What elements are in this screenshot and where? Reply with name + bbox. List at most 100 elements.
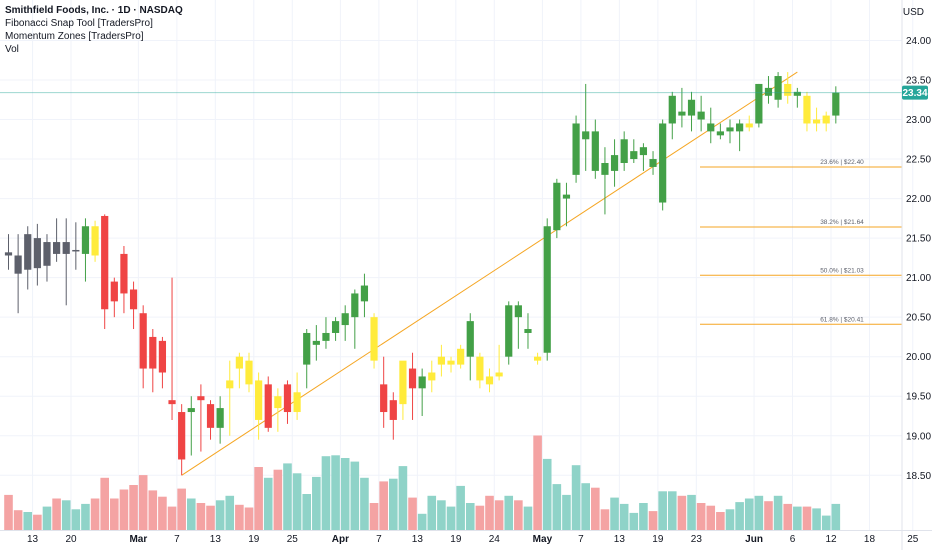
candle-body[interactable]: [389, 400, 397, 420]
candle-body[interactable]: [774, 76, 782, 100]
candle-body[interactable]: [591, 131, 599, 171]
candle-body[interactable]: [601, 163, 609, 175]
candle-body[interactable]: [755, 83, 763, 124]
candle-body[interactable]: [24, 234, 32, 270]
indicator-volume[interactable]: Vol: [5, 44, 19, 55]
candle-body[interactable]: [91, 226, 99, 256]
candle-body[interactable]: [639, 147, 648, 156]
candle-body[interactable]: [822, 115, 830, 124]
candle-body[interactable]: [53, 242, 61, 254]
indicator-fibonacci[interactable]: Fibonacci Snap Tool [TradersPro]: [5, 18, 153, 29]
candle-body[interactable]: [476, 356, 484, 381]
candle-body[interactable]: [312, 340, 320, 345]
candle-body[interactable]: [553, 182, 561, 231]
candle-body[interactable]: [697, 111, 705, 120]
candle-body[interactable]: [610, 155, 619, 171]
candle-body[interactable]: [120, 253, 128, 294]
candle-body[interactable]: [562, 194, 571, 199]
candle-body[interactable]: [264, 384, 272, 428]
candle-body[interactable]: [331, 321, 340, 333]
candle-body[interactable]: [524, 329, 532, 333]
candle-body[interactable]: [495, 372, 503, 377]
candle-body[interactable]: [187, 408, 195, 413]
candle-body[interactable]: [784, 83, 792, 96]
volume-bar: [61, 500, 71, 530]
candle-body[interactable]: [726, 127, 734, 132]
candle-body[interactable]: [197, 396, 205, 401]
candle-body[interactable]: [14, 255, 22, 274]
volume-bar: [177, 488, 186, 530]
candle-body[interactable]: [447, 360, 455, 365]
candle-body[interactable]: [139, 313, 147, 369]
candle-body[interactable]: [226, 380, 234, 389]
candle-body[interactable]: [245, 360, 253, 385]
candle-body[interactable]: [149, 336, 157, 369]
candle-body[interactable]: [716, 131, 724, 136]
candle-body[interactable]: [4, 252, 13, 256]
candle-body[interactable]: [178, 412, 186, 460]
candle-body[interactable]: [428, 372, 436, 381]
candle-body[interactable]: [505, 305, 513, 357]
candle-body[interactable]: [399, 360, 407, 405]
candle-body[interactable]: [543, 226, 551, 353]
trend-line[interactable]: [181, 71, 798, 476]
candle-body[interactable]: [283, 384, 292, 413]
candle-body[interactable]: [43, 242, 51, 266]
candle-body[interactable]: [158, 340, 167, 373]
candle-body[interactable]: [303, 332, 311, 365]
candle-body[interactable]: [341, 313, 349, 326]
candle-body[interactable]: [649, 159, 657, 167]
candle-body[interactable]: [437, 356, 445, 365]
candle-body[interactable]: [235, 356, 243, 369]
candle-body[interactable]: [668, 95, 676, 124]
candle-body[interactable]: [466, 321, 474, 357]
symbol-title[interactable]: Smithfield Foods, Inc. · 1D · NASDAQ: [5, 5, 183, 16]
candle-body[interactable]: [168, 400, 176, 405]
candle-body[interactable]: [274, 396, 282, 409]
indicator-momentum[interactable]: Momentum Zones [TradersPro]: [5, 31, 144, 42]
candle-body[interactable]: [216, 408, 224, 428]
candle-body[interactable]: [620, 139, 628, 163]
candle-body[interactable]: [812, 119, 821, 124]
candle-body[interactable]: [418, 376, 426, 389]
candle-body[interactable]: [33, 238, 41, 269]
candle-body[interactable]: [293, 392, 301, 413]
candle-body[interactable]: [832, 92, 840, 116]
candle-body[interactable]: [62, 242, 70, 254]
candle-body[interactable]: [351, 293, 359, 318]
candle-body[interactable]: [206, 404, 215, 428]
candle-body[interactable]: [485, 376, 494, 385]
candle-body[interactable]: [659, 123, 667, 203]
time-axis[interactable]: 13 20 Mar 7 13 19 25 Apr 7 13 19 24 May 7 13 19 23 Jun 6 12…: [0, 530, 932, 546]
candle-body[interactable]: [630, 151, 638, 160]
candle-body[interactable]: [736, 123, 744, 132]
candle-body[interactable]: [572, 123, 580, 175]
candle-body[interactable]: [687, 99, 696, 116]
volume-bar: [225, 495, 235, 530]
candle-body[interactable]: [81, 226, 90, 254]
candle-body[interactable]: [72, 249, 80, 252]
candle-body[interactable]: [129, 289, 138, 310]
candle-body[interactable]: [803, 95, 811, 124]
candle-body[interactable]: [380, 384, 388, 413]
candle-body[interactable]: [534, 356, 542, 361]
candle-body[interactable]: [514, 305, 522, 318]
candle-body[interactable]: [370, 317, 378, 361]
candle-body[interactable]: [582, 131, 590, 140]
candle-body[interactable]: [745, 123, 753, 128]
price-axis[interactable]: 24.00 23.50 23.00 22.50 22.00 21.50 21.00 20.50…: [901, 0, 931, 550]
candle-body[interactable]: [255, 380, 263, 420]
y-tick-label: 22.00: [906, 194, 931, 205]
candle-body[interactable]: [360, 285, 369, 302]
candle-body[interactable]: [408, 368, 417, 389]
candle-body[interactable]: [678, 111, 686, 116]
candle-body[interactable]: [457, 348, 465, 365]
candle-body[interactable]: [110, 281, 118, 302]
candle-body[interactable]: [101, 215, 109, 310]
candle-body[interactable]: [707, 123, 715, 132]
candle-body[interactable]: [764, 87, 773, 96]
candle-body[interactable]: [322, 332, 330, 341]
candle-body[interactable]: [793, 91, 801, 96]
currency-label[interactable]: USD: [902, 7, 924, 18]
